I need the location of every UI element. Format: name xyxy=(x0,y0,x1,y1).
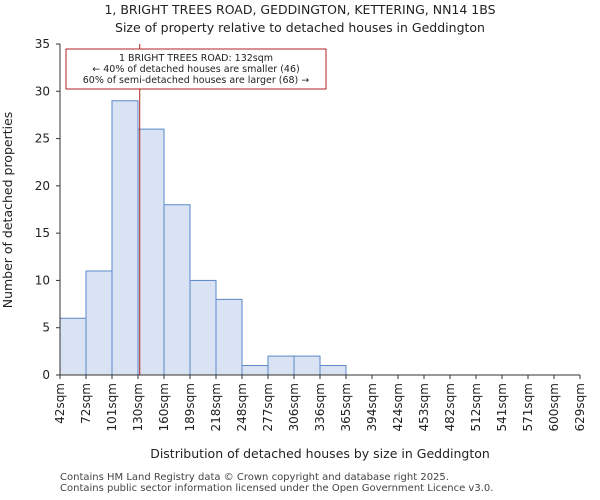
x-tick-label: 600sqm xyxy=(547,383,561,431)
x-tick-label: 218sqm xyxy=(209,383,223,431)
x-tick-label: 189sqm xyxy=(183,383,197,431)
y-tick-label: 25 xyxy=(35,132,50,146)
y-tick-label: 20 xyxy=(35,179,50,193)
x-tick-label: 365sqm xyxy=(339,383,353,431)
footer-line-2: Contains public sector information licen… xyxy=(60,483,494,494)
x-tick-label: 512sqm xyxy=(469,383,483,431)
annotation-line-2: ← 40% of detached houses are smaller (46… xyxy=(92,64,299,75)
footer-line-1: Contains HM Land Registry data © Crown c… xyxy=(60,472,449,483)
x-tick-label: 42sqm xyxy=(53,383,67,424)
x-axis-label: Distribution of detached houses by size … xyxy=(150,446,490,461)
x-tick-label: 160sqm xyxy=(157,383,171,431)
x-tick-label: 101sqm xyxy=(105,383,119,431)
bar xyxy=(319,365,347,376)
x-tick-label: 248sqm xyxy=(235,383,249,431)
annotation-box xyxy=(65,48,327,90)
x-tick-label: 541sqm xyxy=(495,383,509,431)
x-tick-label: 72sqm xyxy=(79,383,93,424)
y-axis-label: Number of detached properties xyxy=(0,112,15,309)
bars-group xyxy=(59,100,347,376)
bar xyxy=(111,100,139,376)
annotation-line-3: 60% of semi-detached houses are larger (… xyxy=(83,75,310,86)
y-tick-label: 0 xyxy=(42,368,50,382)
x-tick-label: 629sqm xyxy=(573,383,587,431)
chart-subtitle: Size of property relative to detached ho… xyxy=(115,20,485,35)
bar xyxy=(137,128,165,376)
y-tick-label: 5 xyxy=(42,321,50,335)
bar xyxy=(293,355,321,376)
y-tick-label: 10 xyxy=(35,273,50,287)
y-tick-label: 30 xyxy=(35,84,50,98)
bar xyxy=(189,279,217,376)
x-tick-label: 571sqm xyxy=(521,383,535,431)
bar xyxy=(215,298,243,376)
x-axis-ticks: 42sqm 72sqm 101sqm 130sqm 160sqm 189sqm 218sqm… xyxy=(53,375,587,431)
x-tick-label: 394sqm xyxy=(365,383,379,431)
bar xyxy=(85,270,113,376)
y-axis-ticks: 0 5 10 15 20 25 30 35 xyxy=(35,37,60,382)
bar xyxy=(163,204,191,376)
x-tick-label: 453sqm xyxy=(417,383,431,431)
bar xyxy=(241,365,269,376)
x-tick-label: 277sqm xyxy=(261,383,275,431)
annotation-line-1: 1 BRIGHT TREES ROAD: 132sqm xyxy=(119,53,273,64)
x-tick-label: 482sqm xyxy=(443,383,457,431)
chart-title: 1, BRIGHT TREES ROAD, GEDDINGTON, KETTER… xyxy=(104,2,495,17)
x-tick-label: 424sqm xyxy=(391,383,405,431)
y-tick-label: 15 xyxy=(35,226,50,240)
bar xyxy=(59,317,87,376)
bar xyxy=(267,355,295,376)
y-tick-label: 35 xyxy=(35,37,50,51)
x-tick-label: 306sqm xyxy=(287,383,301,431)
x-tick-label: 336sqm xyxy=(313,383,327,431)
x-tick-label: 130sqm xyxy=(131,383,145,431)
